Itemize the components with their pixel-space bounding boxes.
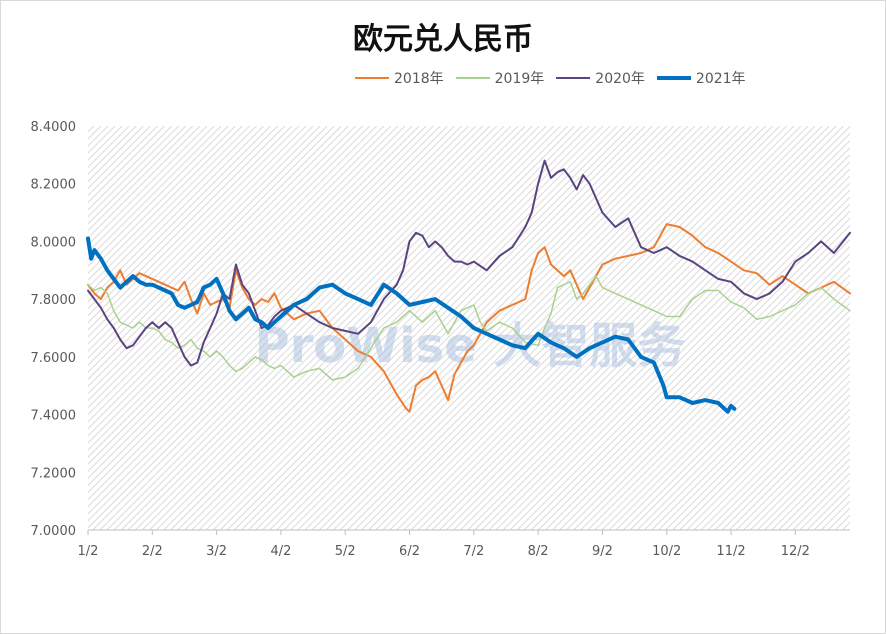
x-tick-label: 9/2	[592, 544, 613, 559]
x-tick-label: 11/2	[716, 544, 745, 559]
x-tick-label: 8/2	[528, 544, 549, 559]
legend-swatch	[455, 77, 490, 79]
y-tick-label: 7.4000	[31, 409, 77, 424]
legend-item: 2019年	[455, 68, 545, 88]
watermark-text: ProWise 大智服务	[254, 318, 685, 374]
legend-swatch	[656, 76, 691, 80]
legend-label: 2018年	[394, 71, 444, 87]
legend-swatch	[355, 77, 389, 79]
legend-item: 2018年	[355, 68, 444, 88]
x-tick-label: 1/2	[78, 544, 99, 559]
y-tick-label: 8.0000	[31, 235, 77, 250]
x-tick-label: 10/2	[652, 544, 681, 559]
legend-item: 2020年	[556, 68, 645, 88]
x-tick-label: 7/2	[463, 544, 484, 559]
y-tick-label: 8.2000	[31, 178, 77, 193]
x-tick-label: 4/2	[270, 544, 291, 559]
y-tick-label: 7.6000	[31, 351, 77, 366]
x-tick-label: 5/2	[335, 544, 356, 559]
x-tick-label: 2/2	[142, 544, 163, 559]
series-line-2020年	[87, 159, 851, 367]
y-tick-label: 7.0000	[31, 524, 77, 539]
series-line-2018年	[87, 223, 851, 413]
x-tick-label: 6/2	[399, 544, 420, 559]
plot-area	[88, 126, 850, 530]
series-line-2021年	[86, 236, 737, 414]
chart-legend: 2018年 2019年 2020年 2021年	[355, 68, 758, 88]
legend-label: 2020年	[595, 71, 645, 87]
legend-label: 2019年	[494, 71, 545, 87]
y-tick-label: 7.2000	[31, 466, 77, 481]
legend-label: 2021年	[695, 71, 746, 87]
y-tick-label: 8.4000	[31, 120, 77, 135]
legend-swatch	[556, 77, 591, 79]
series-line-2019年	[87, 275, 851, 381]
y-tick-label: 7.8000	[31, 293, 77, 308]
x-tick-label: 12/2	[781, 544, 810, 559]
x-tick-label: 3/2	[206, 544, 227, 559]
legend-item: 2021年	[656, 68, 746, 88]
chart-title: 欧元兑人民币	[353, 22, 533, 57]
